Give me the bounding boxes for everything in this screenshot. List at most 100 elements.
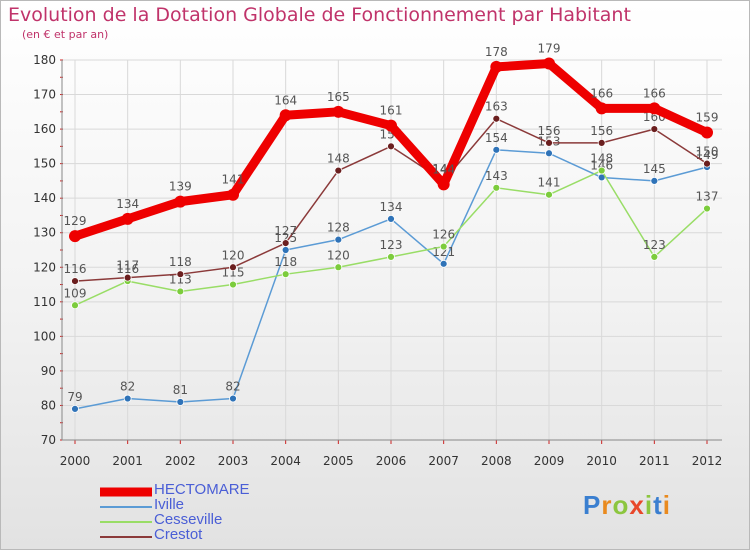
y-tick-label: 140 [33, 191, 56, 205]
legend-swatch [100, 487, 152, 497]
series-hectomare: 129 134 139 141 164 165 161 144 178 179 166 166 159 [64, 41, 719, 243]
data-point [387, 215, 395, 223]
data-point [121, 212, 134, 225]
data-label: 117 [116, 259, 139, 273]
legend-label: Crestot [154, 526, 203, 543]
data-point [176, 398, 185, 406]
data-label: 141 [538, 176, 561, 190]
data-point [71, 277, 79, 285]
x-tick-label: 2011 [639, 454, 670, 468]
data-label: 118 [169, 255, 192, 269]
data-point [279, 109, 292, 122]
data-point [71, 301, 79, 310]
x-tick-label: 2008 [481, 454, 512, 468]
proxiti-logo: Proxiti [583, 490, 671, 521]
data-point [648, 102, 661, 115]
data-point [492, 145, 501, 154]
series-iville: 79828182125128134121154153146145149 [67, 131, 718, 413]
data-label: 143 [485, 169, 508, 183]
y-tick-label: 180 [33, 53, 56, 67]
data-point [439, 259, 448, 268]
x-tick-label: 2001 [112, 454, 143, 468]
chart-subtitle: (en € et par an) [22, 28, 109, 41]
data-label: 116 [64, 262, 87, 276]
data-point [595, 102, 608, 115]
data-point [597, 139, 606, 147]
data-label: 166 [590, 86, 613, 100]
y-tick-label: 170 [33, 88, 56, 102]
data-label: 141 [222, 173, 245, 187]
data-point [227, 188, 239, 201]
y-tick-label: 150 [33, 157, 56, 171]
y-tick-label: 110 [33, 295, 56, 309]
data-label: 163 [485, 100, 508, 114]
legend-label: Cesseville [154, 511, 223, 528]
data-label: 156 [590, 124, 613, 138]
data-label: 120 [327, 248, 350, 262]
data-point [123, 394, 132, 403]
data-label: 116 [116, 262, 139, 276]
logo-letter: o [612, 490, 630, 520]
y-tick-label: 160 [33, 122, 56, 136]
data-point [543, 57, 555, 70]
data-label: 82 [225, 380, 240, 394]
legend-swatch [100, 536, 152, 538]
data-point [650, 253, 659, 261]
data-label: 81 [173, 383, 188, 397]
logo-letter: t [653, 490, 663, 520]
legend-swatch [100, 506, 152, 508]
x-tick-label: 2005 [323, 454, 354, 468]
data-point [229, 280, 237, 289]
data-label: 126 [432, 228, 455, 242]
data-label: 154 [485, 131, 508, 145]
data-point [69, 230, 81, 243]
logo-letter: i [662, 490, 671, 520]
data-point [492, 183, 501, 192]
data-point [703, 159, 711, 168]
data-label: 139 [169, 180, 192, 194]
data-point [701, 126, 713, 139]
data-label: 144 [432, 162, 455, 176]
data-point [281, 239, 290, 247]
data-label: 127 [274, 224, 297, 238]
data-point [229, 394, 237, 403]
data-point [174, 195, 187, 208]
data-label: 137 [696, 190, 719, 204]
data-label: 165 [327, 90, 350, 104]
data-label: 156 [538, 124, 561, 138]
data-label: 82 [120, 380, 135, 394]
logo-letter: r [601, 490, 613, 520]
data-label: 79 [67, 390, 82, 404]
data-label: 123 [380, 238, 403, 252]
data-label: 159 [696, 111, 719, 125]
x-tick-label: 2004 [270, 454, 301, 468]
data-label: 164 [274, 93, 297, 107]
data-label: 149 [696, 148, 719, 162]
data-point [123, 273, 132, 282]
data-label: 120 [222, 248, 245, 262]
data-point [545, 149, 553, 158]
x-tick-label: 2000 [60, 454, 91, 468]
x-tick-label: 2006 [376, 454, 407, 468]
logo-letter: x [629, 490, 645, 520]
data-point [545, 139, 553, 147]
x-tick-label: 2012 [692, 454, 723, 468]
x-tick-label: 2002 [165, 454, 196, 468]
logo-letter: P [583, 490, 602, 520]
data-point [437, 178, 450, 191]
data-label: 166 [643, 86, 666, 100]
x-tick-label: 2007 [428, 454, 459, 468]
data-label: 148 [327, 152, 350, 166]
data-label: 129 [64, 214, 87, 228]
data-label: 115 [222, 266, 245, 280]
data-label: 179 [538, 41, 561, 55]
data-label: 150 [696, 145, 719, 159]
legend-swatch [100, 521, 152, 523]
data-label: 178 [485, 45, 508, 59]
data-point [176, 287, 185, 296]
data-point [332, 105, 345, 118]
y-tick-label: 120 [33, 260, 56, 274]
data-point [545, 190, 553, 199]
